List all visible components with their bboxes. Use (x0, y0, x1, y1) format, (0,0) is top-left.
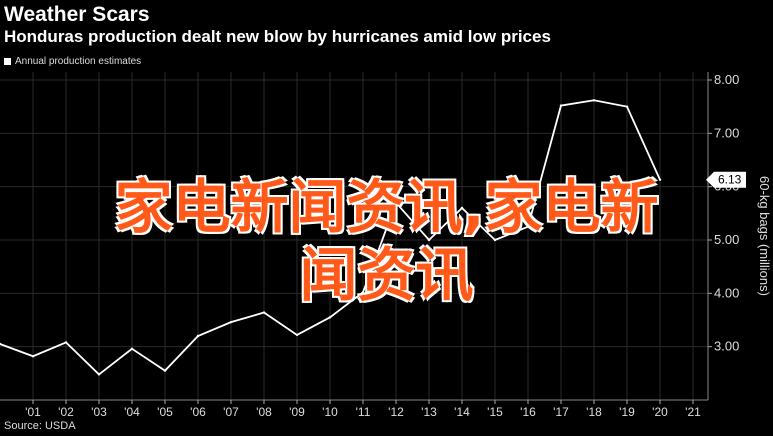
data-point (460, 206, 464, 210)
data-point (526, 225, 530, 228)
x-tick-label: '01 (25, 405, 41, 419)
x-tick-label: '07 (223, 405, 239, 419)
data-point (196, 334, 200, 338)
data-point (130, 347, 134, 350)
x-tick-label: '09 (289, 405, 305, 419)
legend-swatch (4, 58, 11, 65)
x-tick-label: '18 (586, 405, 602, 419)
watermark-text-line2: 闻资讯 (299, 241, 474, 309)
data-point (0, 342, 2, 346)
data-point (97, 373, 101, 376)
y-tick-label: 8.00 (714, 72, 739, 87)
x-tick-label: '11 (356, 405, 371, 419)
data-point (493, 238, 497, 242)
x-tick-label: '08 (256, 405, 272, 419)
data-point (625, 105, 629, 108)
x-tick-label: '10 (322, 405, 338, 419)
y-tick-label: 7.00 (714, 125, 739, 140)
data-point (31, 355, 35, 358)
data-point (559, 104, 563, 107)
chart-subtitle: Honduras production dealt new blow by hu… (4, 27, 551, 46)
data-point (262, 311, 266, 314)
y-axis-label: 60-kg bags (millions) (757, 176, 772, 296)
x-tick-label: '04 (124, 405, 140, 419)
data-point (394, 201, 398, 204)
last-value-box (706, 171, 746, 188)
y-tick-label: 5.00 (714, 232, 739, 247)
data-point (592, 99, 596, 102)
x-tick-label: '15 (487, 405, 503, 419)
x-tick-label: '21 (685, 405, 701, 419)
x-tick-label: '16 (520, 405, 536, 419)
data-point (328, 316, 332, 319)
y-tick-label: 3.00 (714, 339, 739, 354)
x-tick-label: '02 (58, 405, 74, 419)
x-tick-label: '05 (157, 405, 173, 419)
y-tick-label: 4.00 (714, 285, 739, 300)
data-point (295, 333, 299, 337)
x-tick-label: '13 (421, 405, 437, 419)
data-point (658, 178, 662, 181)
source-note: Source: USDA (4, 420, 76, 432)
data-point (427, 238, 431, 242)
x-tick-label: '03 (91, 405, 107, 419)
data-point (361, 291, 365, 294)
data-point (64, 341, 68, 344)
legend-label: Annual production estimates (15, 56, 142, 67)
chart-title: Weather Scars (4, 3, 150, 26)
x-tick-label: '19 (619, 405, 635, 419)
data-point (229, 320, 233, 324)
x-tick-label: '06 (190, 405, 206, 419)
legend: Annual production estimates (4, 56, 141, 67)
data-point (163, 369, 167, 372)
last-value-label: 6.13 (718, 173, 742, 187)
x-tick-label: '20 (652, 405, 668, 419)
x-tick-label: '17 (553, 405, 569, 419)
x-tick-label: '12 (388, 405, 404, 419)
x-tick-label: '14 (454, 405, 470, 419)
watermark-text-line1: 家电新闻资讯,家电新 (114, 173, 659, 241)
